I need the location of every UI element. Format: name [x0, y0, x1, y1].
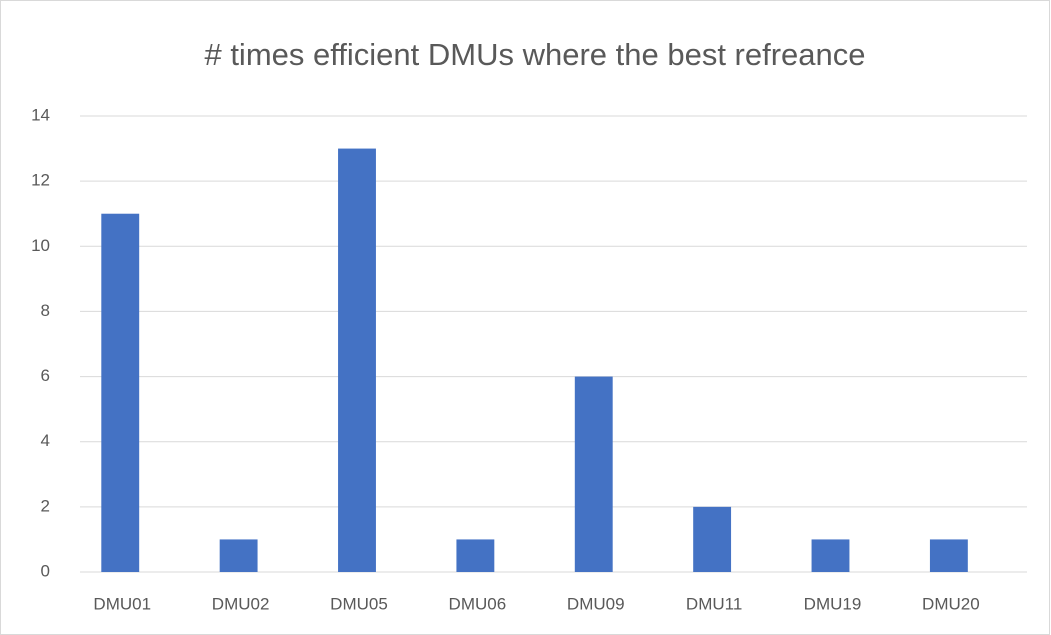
y-tick-label: 12	[31, 171, 50, 190]
y-tick-label: 10	[31, 236, 50, 255]
y-tick-label: 8	[41, 301, 50, 320]
bar	[338, 148, 376, 573]
x-tick-label: DMU01	[93, 594, 151, 613]
bar	[693, 506, 732, 572]
y-tick-label: 6	[41, 366, 50, 385]
x-tick-label: DMU06	[449, 594, 507, 613]
x-tick-label: DMU05	[330, 594, 388, 613]
x-tick-label: DMU20	[922, 594, 980, 613]
chart-title: # times efficient DMUs where the best re…	[204, 37, 865, 72]
bar	[456, 539, 495, 572]
y-tick-label: 0	[41, 561, 50, 580]
bar	[929, 539, 968, 572]
x-tick-label: DMU02	[212, 594, 270, 613]
x-tick-label: DMU09	[567, 594, 625, 613]
bar	[811, 539, 850, 572]
x-tick-label: DMU19	[804, 594, 862, 613]
y-tick-label: 2	[41, 496, 50, 515]
bar	[101, 213, 140, 572]
bar	[574, 376, 613, 572]
y-tick-label: 4	[41, 431, 50, 450]
y-tick-label: 14	[31, 105, 50, 124]
bar	[219, 539, 258, 572]
x-tick-label: DMU11	[686, 594, 742, 613]
